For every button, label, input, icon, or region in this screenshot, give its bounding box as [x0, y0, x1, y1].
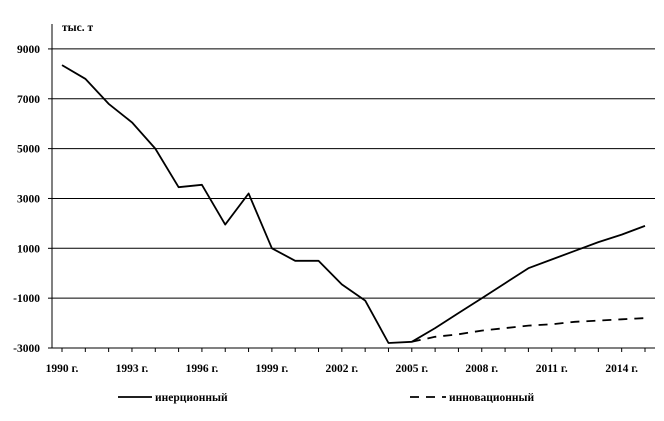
x-tick-label: 2014 г.	[605, 363, 638, 375]
y-tick-labels: 9000 7000 5000 3000 1000 -1000 -3000	[13, 44, 40, 355]
series-lines	[61, 64, 646, 344]
x-tick-label: 1993 г.	[116, 363, 149, 375]
x-tick-label: 1999 г.	[256, 363, 289, 375]
x-tick-label: 1996 г.	[186, 363, 219, 375]
x-tick-label: 2005 г.	[395, 363, 428, 375]
grid-lines	[52, 48, 655, 349]
x-tick-label: 2008 г.	[465, 363, 498, 375]
y-tick-label: 7000	[17, 94, 40, 106]
y-tick-label: -3000	[13, 343, 40, 355]
legend-label: инерционный	[155, 392, 228, 404]
axes	[48, 24, 646, 352]
y-tick-label: 5000	[17, 144, 40, 156]
legend-label: инновационный	[449, 392, 535, 404]
y-tick-label: 9000	[17, 44, 40, 56]
y-tick-label: -1000	[13, 293, 40, 305]
x-tick-label: 2002 г.	[325, 363, 358, 375]
x-tick-label: 1990 г.	[46, 363, 79, 375]
x-tick-labels: 1990 г. 1993 г. 1996 г. 1999 г. 2002 г. 2005 …	[46, 363, 638, 375]
y-tick-label: 3000	[17, 193, 40, 205]
unit-label: тыс. т	[62, 22, 93, 34]
series-line-inertial	[61, 64, 646, 344]
x-tick-label: 2011 г.	[536, 363, 568, 375]
legend: инерционный инновационный	[118, 392, 535, 404]
y-tick-label: 1000	[17, 243, 40, 255]
series-line-innovative	[411, 317, 646, 343]
